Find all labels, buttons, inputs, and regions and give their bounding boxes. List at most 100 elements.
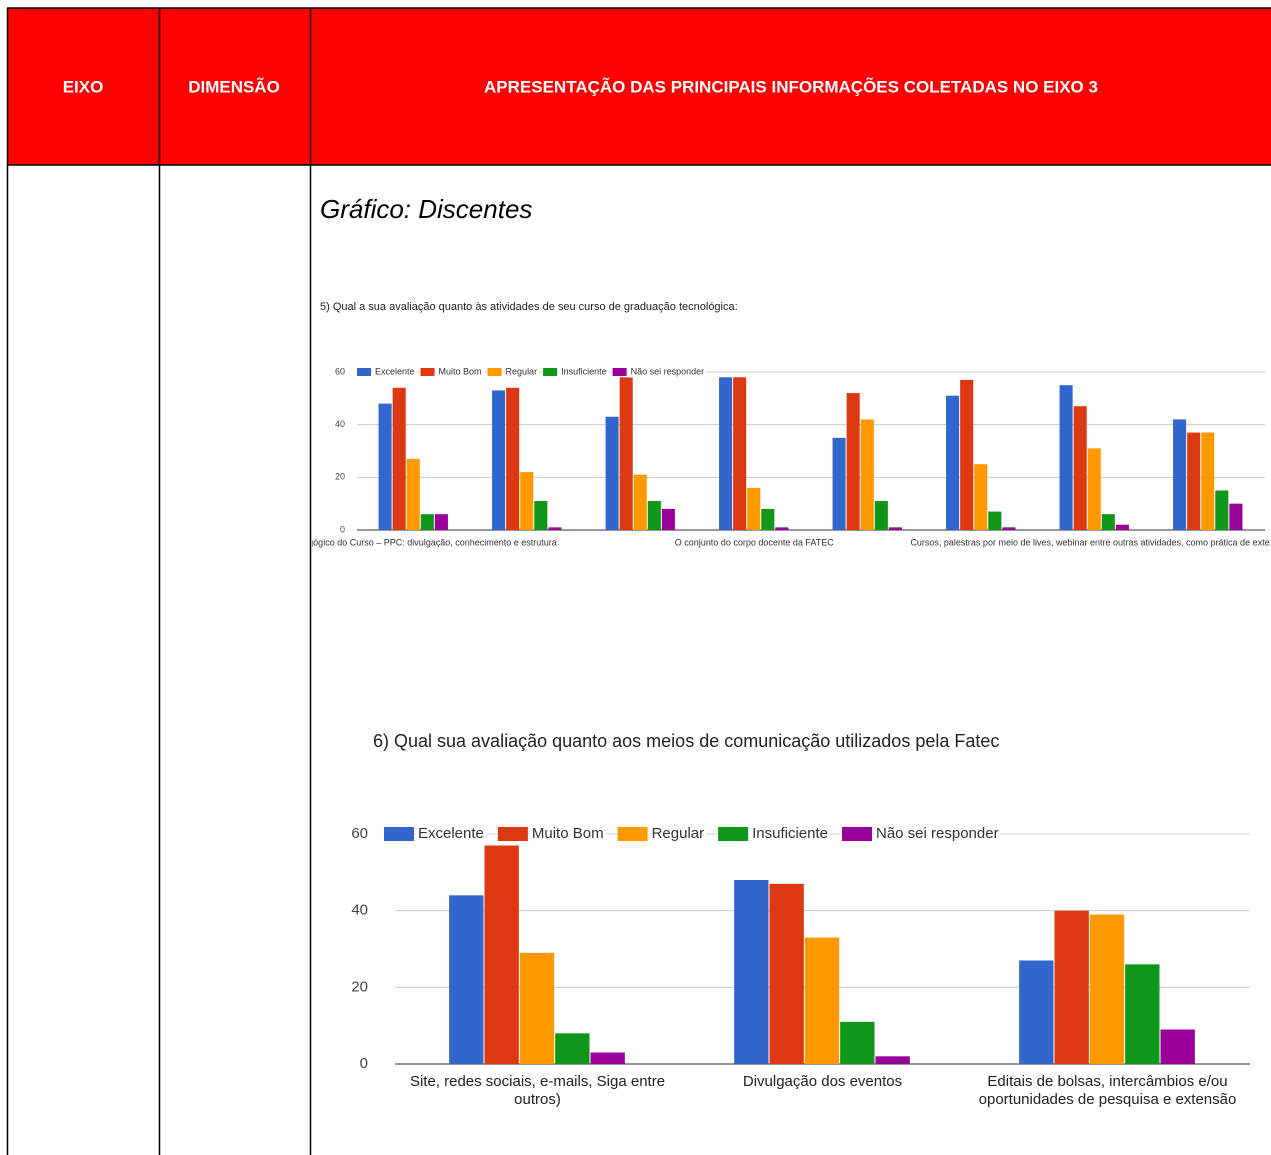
legend-bg xyxy=(529,825,606,843)
bar xyxy=(719,377,733,530)
x-tick-label-box: Editais de bolsas, intercâmbios e/ou opo… xyxy=(978,1073,1237,1108)
legend-bg xyxy=(416,825,486,843)
bar xyxy=(392,387,406,530)
legend-swatch xyxy=(612,368,627,376)
legend-bg xyxy=(750,825,830,843)
bar xyxy=(555,1033,590,1064)
bar xyxy=(747,487,761,530)
legend-label: Regular xyxy=(652,825,705,842)
bar xyxy=(661,508,675,530)
x-tick-label: Site, redes sociais, e-mails, Siga entre… xyxy=(409,1073,666,1108)
y-tick-label: 60 xyxy=(351,825,368,842)
bar xyxy=(875,1056,910,1064)
y-tick-label: 0 xyxy=(360,1055,368,1072)
legend-swatch xyxy=(357,368,371,376)
chart-title: 6) Qual sua avaliação quanto aos meios d… xyxy=(373,731,999,751)
bar xyxy=(506,387,520,530)
bar xyxy=(888,527,902,530)
bar xyxy=(974,464,988,530)
legend-label: Excelente xyxy=(418,825,484,842)
bar xyxy=(420,514,434,530)
x-tick-label: gógico do Curso – PPC: divulgação, conhe… xyxy=(308,537,559,547)
bar xyxy=(1089,914,1125,1064)
legend-bg xyxy=(373,366,417,378)
bar xyxy=(449,895,484,1064)
x-tick-label: O conjunto do corpo docente da FATEC xyxy=(675,537,834,547)
bar xyxy=(1002,527,1016,530)
bar xyxy=(605,416,619,530)
legend-swatch xyxy=(842,827,872,841)
legend-label: Muito Bom xyxy=(439,366,482,376)
y-tick-label: 40 xyxy=(351,902,368,919)
bar xyxy=(804,937,840,1064)
bar xyxy=(520,472,534,530)
legend-bg xyxy=(503,366,540,378)
bar xyxy=(1125,964,1160,1064)
bar xyxy=(1215,490,1229,530)
bar xyxy=(590,1052,625,1064)
bar xyxy=(769,883,804,1064)
bar xyxy=(406,458,420,530)
legend-bg xyxy=(436,366,484,378)
x-tick-label: Cursos, palestras por meio de lives, web… xyxy=(910,537,1271,547)
bar xyxy=(1229,503,1243,530)
legend-swatch xyxy=(487,368,502,376)
bar xyxy=(519,952,555,1064)
legend-label: Insuficiente xyxy=(752,825,828,842)
header-cell: APRESENTAÇÃO DAS PRINCIPAIS INFORMAÇÕES … xyxy=(484,76,1098,96)
legend-swatch xyxy=(718,827,749,841)
legend-swatch xyxy=(617,827,648,841)
legend-label: Muito Bom xyxy=(532,825,604,842)
bar xyxy=(619,377,633,530)
bar xyxy=(1115,524,1129,530)
bar xyxy=(378,403,392,530)
bar xyxy=(1054,910,1089,1064)
bar xyxy=(840,1021,875,1064)
legend-bg xyxy=(874,825,1001,843)
y-tick-label: 20 xyxy=(335,472,345,482)
bar xyxy=(946,395,960,530)
bar xyxy=(633,474,647,530)
bar xyxy=(434,514,448,530)
heading: Gráfico: Discentes xyxy=(320,194,532,224)
bar xyxy=(988,511,1002,530)
bar xyxy=(1160,1029,1195,1064)
bar xyxy=(960,379,974,530)
bar xyxy=(484,845,519,1064)
y-tick-label: 20 xyxy=(351,978,368,995)
bar xyxy=(846,393,860,530)
x-tick-label: Editais de bolsas, intercâmbios e/ou opo… xyxy=(978,1073,1237,1108)
bar xyxy=(1101,514,1115,530)
bar xyxy=(1073,406,1087,530)
bar xyxy=(1059,385,1073,530)
x-tick-label-box: Site, redes sociais, e-mails, Siga entre… xyxy=(409,1073,666,1108)
header-cell: EIXO xyxy=(63,77,104,96)
legend-bg xyxy=(649,825,707,843)
bar xyxy=(874,501,888,530)
legend-label: Insuficiente xyxy=(561,366,607,376)
header-cell: DIMENSÃO xyxy=(188,76,280,96)
bar xyxy=(860,419,874,530)
bar xyxy=(647,501,661,530)
bar xyxy=(734,880,769,1064)
legend-label: Excelente xyxy=(375,366,415,376)
bar xyxy=(1187,432,1201,530)
legend-bg xyxy=(628,366,707,378)
bar xyxy=(1201,432,1215,530)
bar xyxy=(548,527,562,530)
bar xyxy=(832,437,846,530)
bar xyxy=(733,377,747,530)
bar xyxy=(761,508,775,530)
bar xyxy=(775,527,789,530)
x-tick-label: Divulgação dos eventos xyxy=(742,1073,903,1090)
legend-label: Não sei responder xyxy=(631,366,705,376)
y-tick-label: 0 xyxy=(340,524,345,534)
y-tick-label: 60 xyxy=(335,366,345,376)
legend-swatch xyxy=(420,368,435,376)
bar xyxy=(534,501,548,530)
bar xyxy=(1087,448,1101,530)
legend-bg xyxy=(559,366,609,378)
legend-label: Não sei responder xyxy=(876,825,999,842)
